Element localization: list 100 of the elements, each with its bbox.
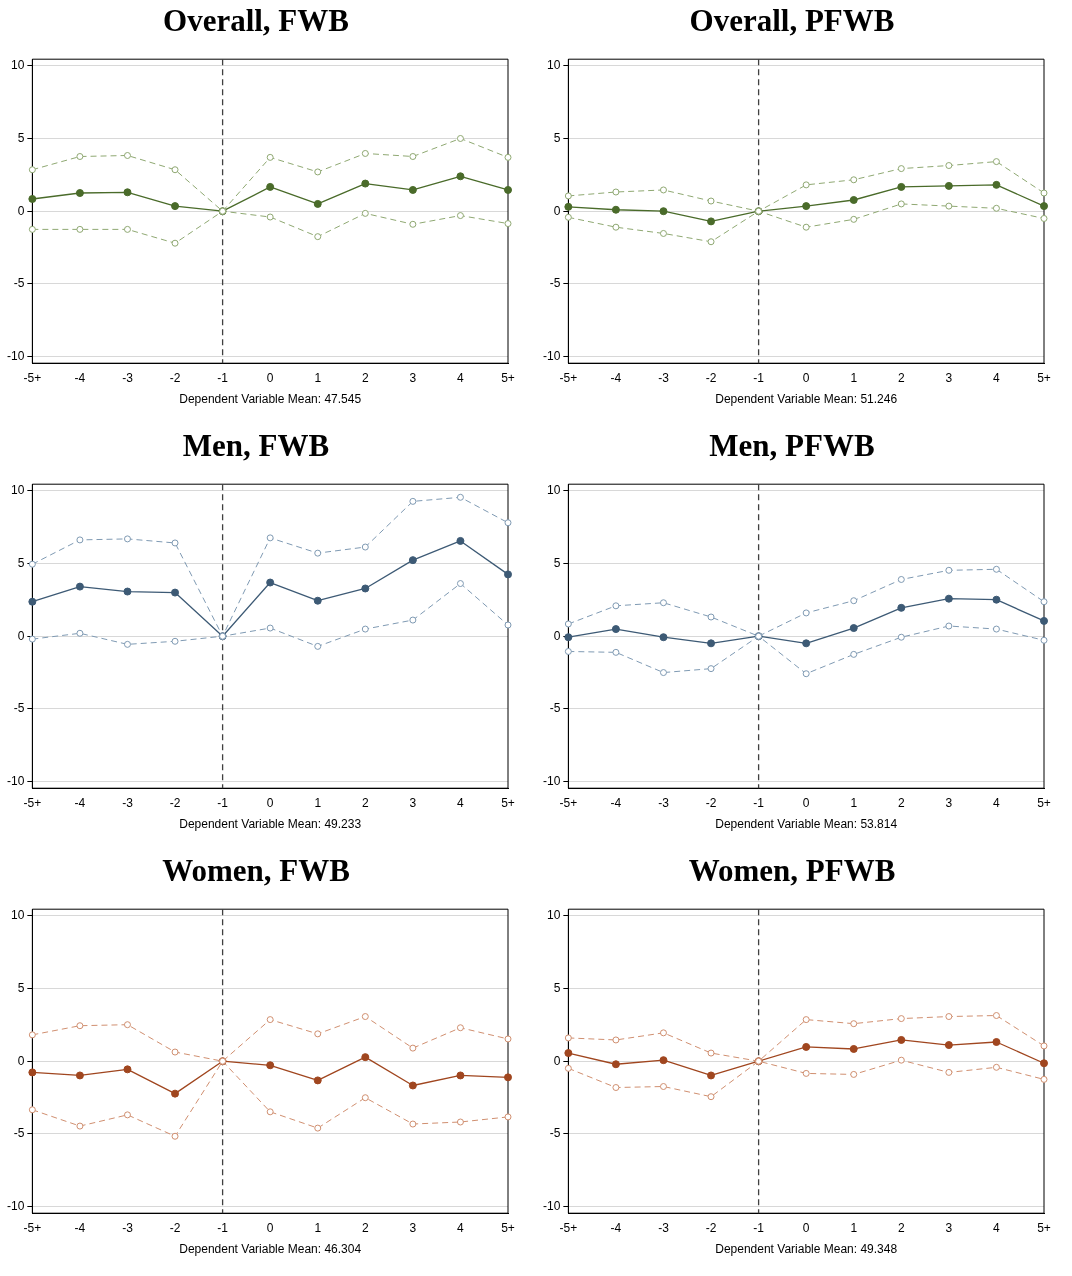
- y-tick-label: 0: [553, 203, 561, 218]
- point: [28, 194, 37, 203]
- y-tick-label: 5: [17, 130, 25, 145]
- point: [314, 549, 322, 557]
- point: [171, 637, 179, 645]
- x-tick-label: 0: [802, 370, 810, 385]
- point: [564, 647, 572, 655]
- x-tick-label: -3: [122, 795, 134, 810]
- point: [897, 603, 906, 612]
- chart-title: Men, PFWB: [709, 427, 875, 463]
- point: [456, 172, 465, 181]
- point: [945, 566, 953, 574]
- point: [850, 1070, 858, 1078]
- y-tick-label: -10: [7, 1198, 25, 1213]
- point: [1040, 636, 1048, 644]
- x-tick-label: -3: [658, 370, 670, 385]
- y-tick-label: 5: [553, 130, 561, 145]
- point: [408, 185, 417, 194]
- point: [409, 497, 417, 505]
- point: [361, 149, 369, 157]
- point: [849, 1044, 858, 1053]
- x-tick-label: -3: [122, 370, 134, 385]
- x-tick-label: 5+: [1037, 795, 1051, 810]
- point: [504, 153, 512, 161]
- point: [612, 602, 620, 610]
- point: [76, 1022, 84, 1030]
- point: [504, 220, 512, 228]
- x-axis-title: Dependent Variable Mean: 53.814: [715, 817, 898, 832]
- point: [897, 1056, 905, 1064]
- point: [897, 1015, 905, 1023]
- x-tick-label: 1: [850, 795, 858, 810]
- point: [850, 176, 858, 184]
- x-tick-label: 1: [850, 1220, 858, 1235]
- x-tick-label: -5+: [559, 370, 578, 385]
- point: [171, 166, 179, 174]
- point: [707, 1049, 715, 1057]
- x-tick-label: -4: [610, 1220, 622, 1235]
- point: [802, 202, 811, 211]
- y-tick-label: -5: [549, 701, 561, 716]
- point: [409, 220, 417, 228]
- y-tick-label: -5: [13, 701, 25, 716]
- y-tick-label: 0: [553, 628, 561, 643]
- point: [659, 1056, 668, 1065]
- x-tick-label: 4: [993, 795, 1001, 810]
- point: [612, 1036, 620, 1044]
- point: [1040, 1059, 1048, 1068]
- point: [76, 1122, 84, 1130]
- point: [659, 1029, 667, 1037]
- y-tick-label: -10: [7, 348, 25, 363]
- point: [28, 560, 36, 568]
- point: [802, 223, 810, 231]
- x-tick-label: -5+: [23, 370, 42, 385]
- y-tick-label: 0: [17, 203, 25, 218]
- x-tick-label: -4: [610, 370, 622, 385]
- x-tick-label: 0: [266, 1220, 274, 1235]
- point: [313, 199, 322, 208]
- y-tick-label: 10: [10, 483, 25, 498]
- point: [992, 204, 1000, 212]
- point: [1040, 598, 1048, 606]
- x-tick-label: 3: [945, 370, 953, 385]
- y-tick-label: -5: [13, 1126, 25, 1141]
- point: [123, 587, 132, 596]
- point: [897, 200, 905, 208]
- point: [504, 185, 512, 194]
- point: [75, 189, 84, 198]
- point: [266, 213, 274, 221]
- point: [659, 599, 667, 607]
- point: [456, 536, 465, 545]
- point: [28, 166, 36, 174]
- point: [992, 565, 1000, 573]
- x-tick-label: -4: [610, 795, 622, 810]
- point: [944, 181, 953, 190]
- point: [611, 1060, 620, 1069]
- x-tick-label: 4: [457, 370, 465, 385]
- point: [850, 650, 858, 658]
- point: [361, 209, 369, 217]
- point: [944, 594, 953, 603]
- x-tick-label: 2: [897, 795, 905, 810]
- x-tick-label: -2: [169, 795, 181, 810]
- point: [897, 182, 906, 191]
- point: [992, 1012, 1000, 1020]
- point: [408, 1081, 417, 1090]
- point: [28, 1068, 37, 1077]
- point: [707, 1071, 716, 1080]
- point: [659, 669, 667, 677]
- point: [456, 493, 464, 501]
- point: [992, 158, 1000, 166]
- point: [361, 1053, 370, 1062]
- x-tick-label: 1: [314, 795, 322, 810]
- point: [171, 239, 179, 247]
- point: [123, 151, 131, 159]
- point: [659, 1083, 667, 1091]
- point: [564, 1049, 573, 1058]
- point: [897, 575, 905, 583]
- point: [707, 613, 715, 621]
- x-tick-label: 0: [802, 795, 810, 810]
- x-tick-label: -2: [169, 1220, 181, 1235]
- point: [123, 1065, 132, 1074]
- y-tick-label: -10: [543, 348, 561, 363]
- point: [456, 1118, 464, 1126]
